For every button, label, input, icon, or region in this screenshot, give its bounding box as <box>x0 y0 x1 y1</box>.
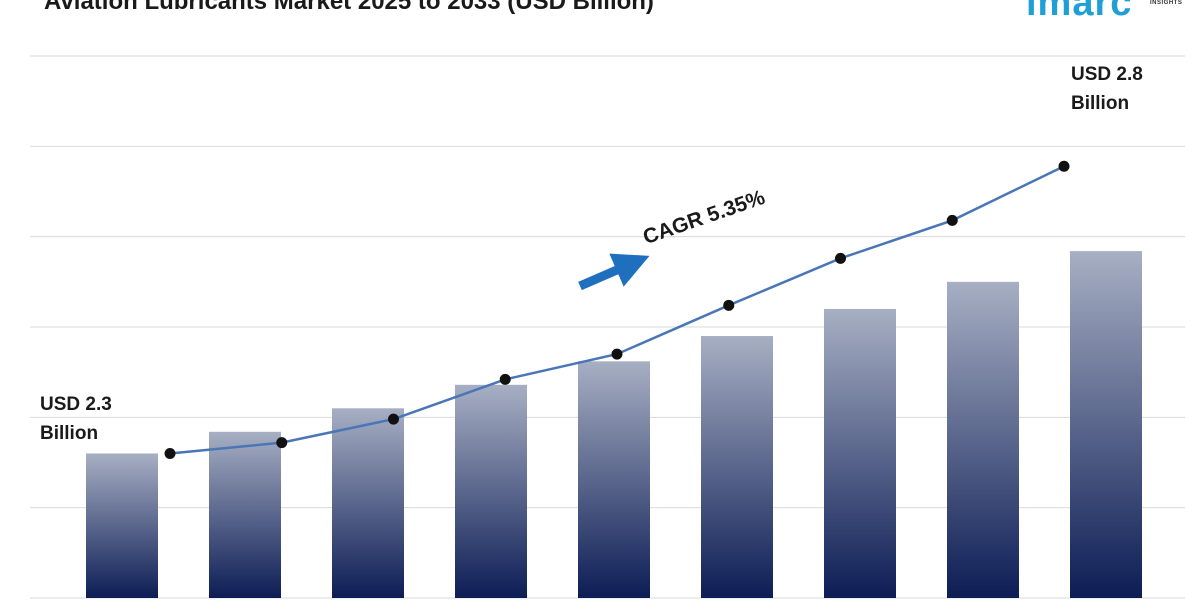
end-value-annotation: USD 2.8 Billion <box>1071 60 1143 118</box>
cagr-arrow <box>578 253 650 291</box>
start-unit-label: Billion <box>40 423 99 444</box>
bar-2031 <box>824 308 896 598</box>
bar-2029 <box>578 361 650 598</box>
trend-point-2031 <box>835 252 846 264</box>
imarc-logo: imarc <box>1026 0 1133 24</box>
trend-point-2029 <box>611 348 623 360</box>
trend-point-2033 <box>1058 160 1070 172</box>
chart-title: Aviation Lubricants Market 2025 to 2033 … <box>44 0 654 15</box>
imarc-logo-subtext: INSIGHTS <box>1150 0 1183 6</box>
bars <box>86 251 1142 598</box>
end-value-label: USD 2.8 <box>1071 64 1143 85</box>
bar-2032 <box>947 281 1019 598</box>
trend-line <box>164 160 1070 459</box>
bar-2027 <box>332 408 404 598</box>
trend-point-2026 <box>276 437 288 449</box>
bar-2033 <box>1070 251 1142 598</box>
bar-2025 <box>86 453 158 598</box>
bar-2030 <box>701 336 773 598</box>
trend-point-2027 <box>388 413 399 425</box>
start-value-annotation: USD 2.3 Billion <box>40 390 112 448</box>
bar-2026 <box>209 431 281 598</box>
bar-2028 <box>455 384 527 598</box>
end-unit-label: Billion <box>1071 93 1130 114</box>
trend-point-2028 <box>499 373 511 385</box>
trend-point-2030 <box>723 299 735 311</box>
trend-point-2032 <box>946 214 958 226</box>
start-value-label: USD 2.3 <box>40 394 112 415</box>
trend-point-2025 <box>164 447 176 459</box>
